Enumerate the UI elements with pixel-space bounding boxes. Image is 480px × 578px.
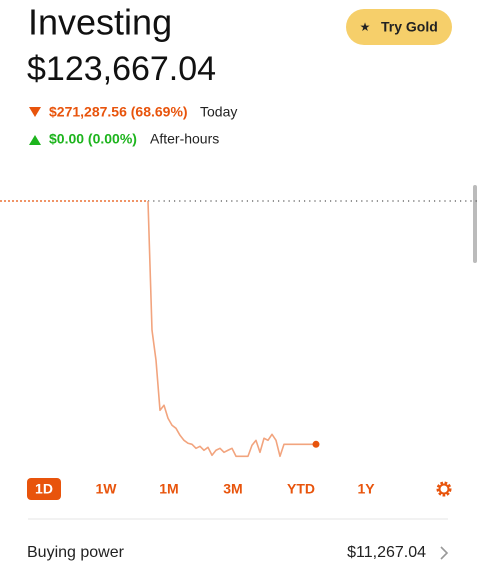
buying-power-label: Buying power	[27, 544, 125, 561]
buying-power-value: $11,267.04	[347, 544, 426, 561]
range-selector: 1D 1W 1M 3M YTD 1Y	[27, 478, 375, 500]
range-button[interactable]: 1W	[96, 481, 118, 497]
star-icon: ★	[360, 20, 371, 34]
chevron[interactable]	[440, 546, 449, 560]
try-gold-button[interactable]	[346, 9, 452, 45]
range-button[interactable]: 1M	[159, 481, 178, 497]
after-hours-label: After-hours	[150, 131, 219, 147]
today-label: Today	[200, 104, 237, 120]
page-title: Investing	[28, 2, 172, 43]
price-line	[147, 200, 316, 458]
try-gold-label[interactable]: Try Gold	[381, 19, 438, 35]
down-arrow	[29, 107, 41, 117]
range-button[interactable]: 1D	[35, 481, 53, 497]
range-button[interactable]: 1Y	[357, 481, 375, 497]
scrollbar	[473, 185, 477, 263]
up-arrow	[29, 135, 41, 145]
range-button[interactable]: 3M	[223, 481, 242, 497]
current-point	[312, 440, 320, 448]
range-button[interactable]: YTD	[287, 481, 315, 497]
chart	[0, 200, 480, 458]
portfolio-value: $123,667.04	[27, 50, 216, 88]
range-selected[interactable]	[27, 478, 61, 500]
after-hours-change: $0.00 (0.00%)	[49, 131, 137, 147]
settings-icon[interactable]	[436, 481, 452, 497]
today-change: $271,287.56 (68.69%)	[49, 104, 188, 120]
